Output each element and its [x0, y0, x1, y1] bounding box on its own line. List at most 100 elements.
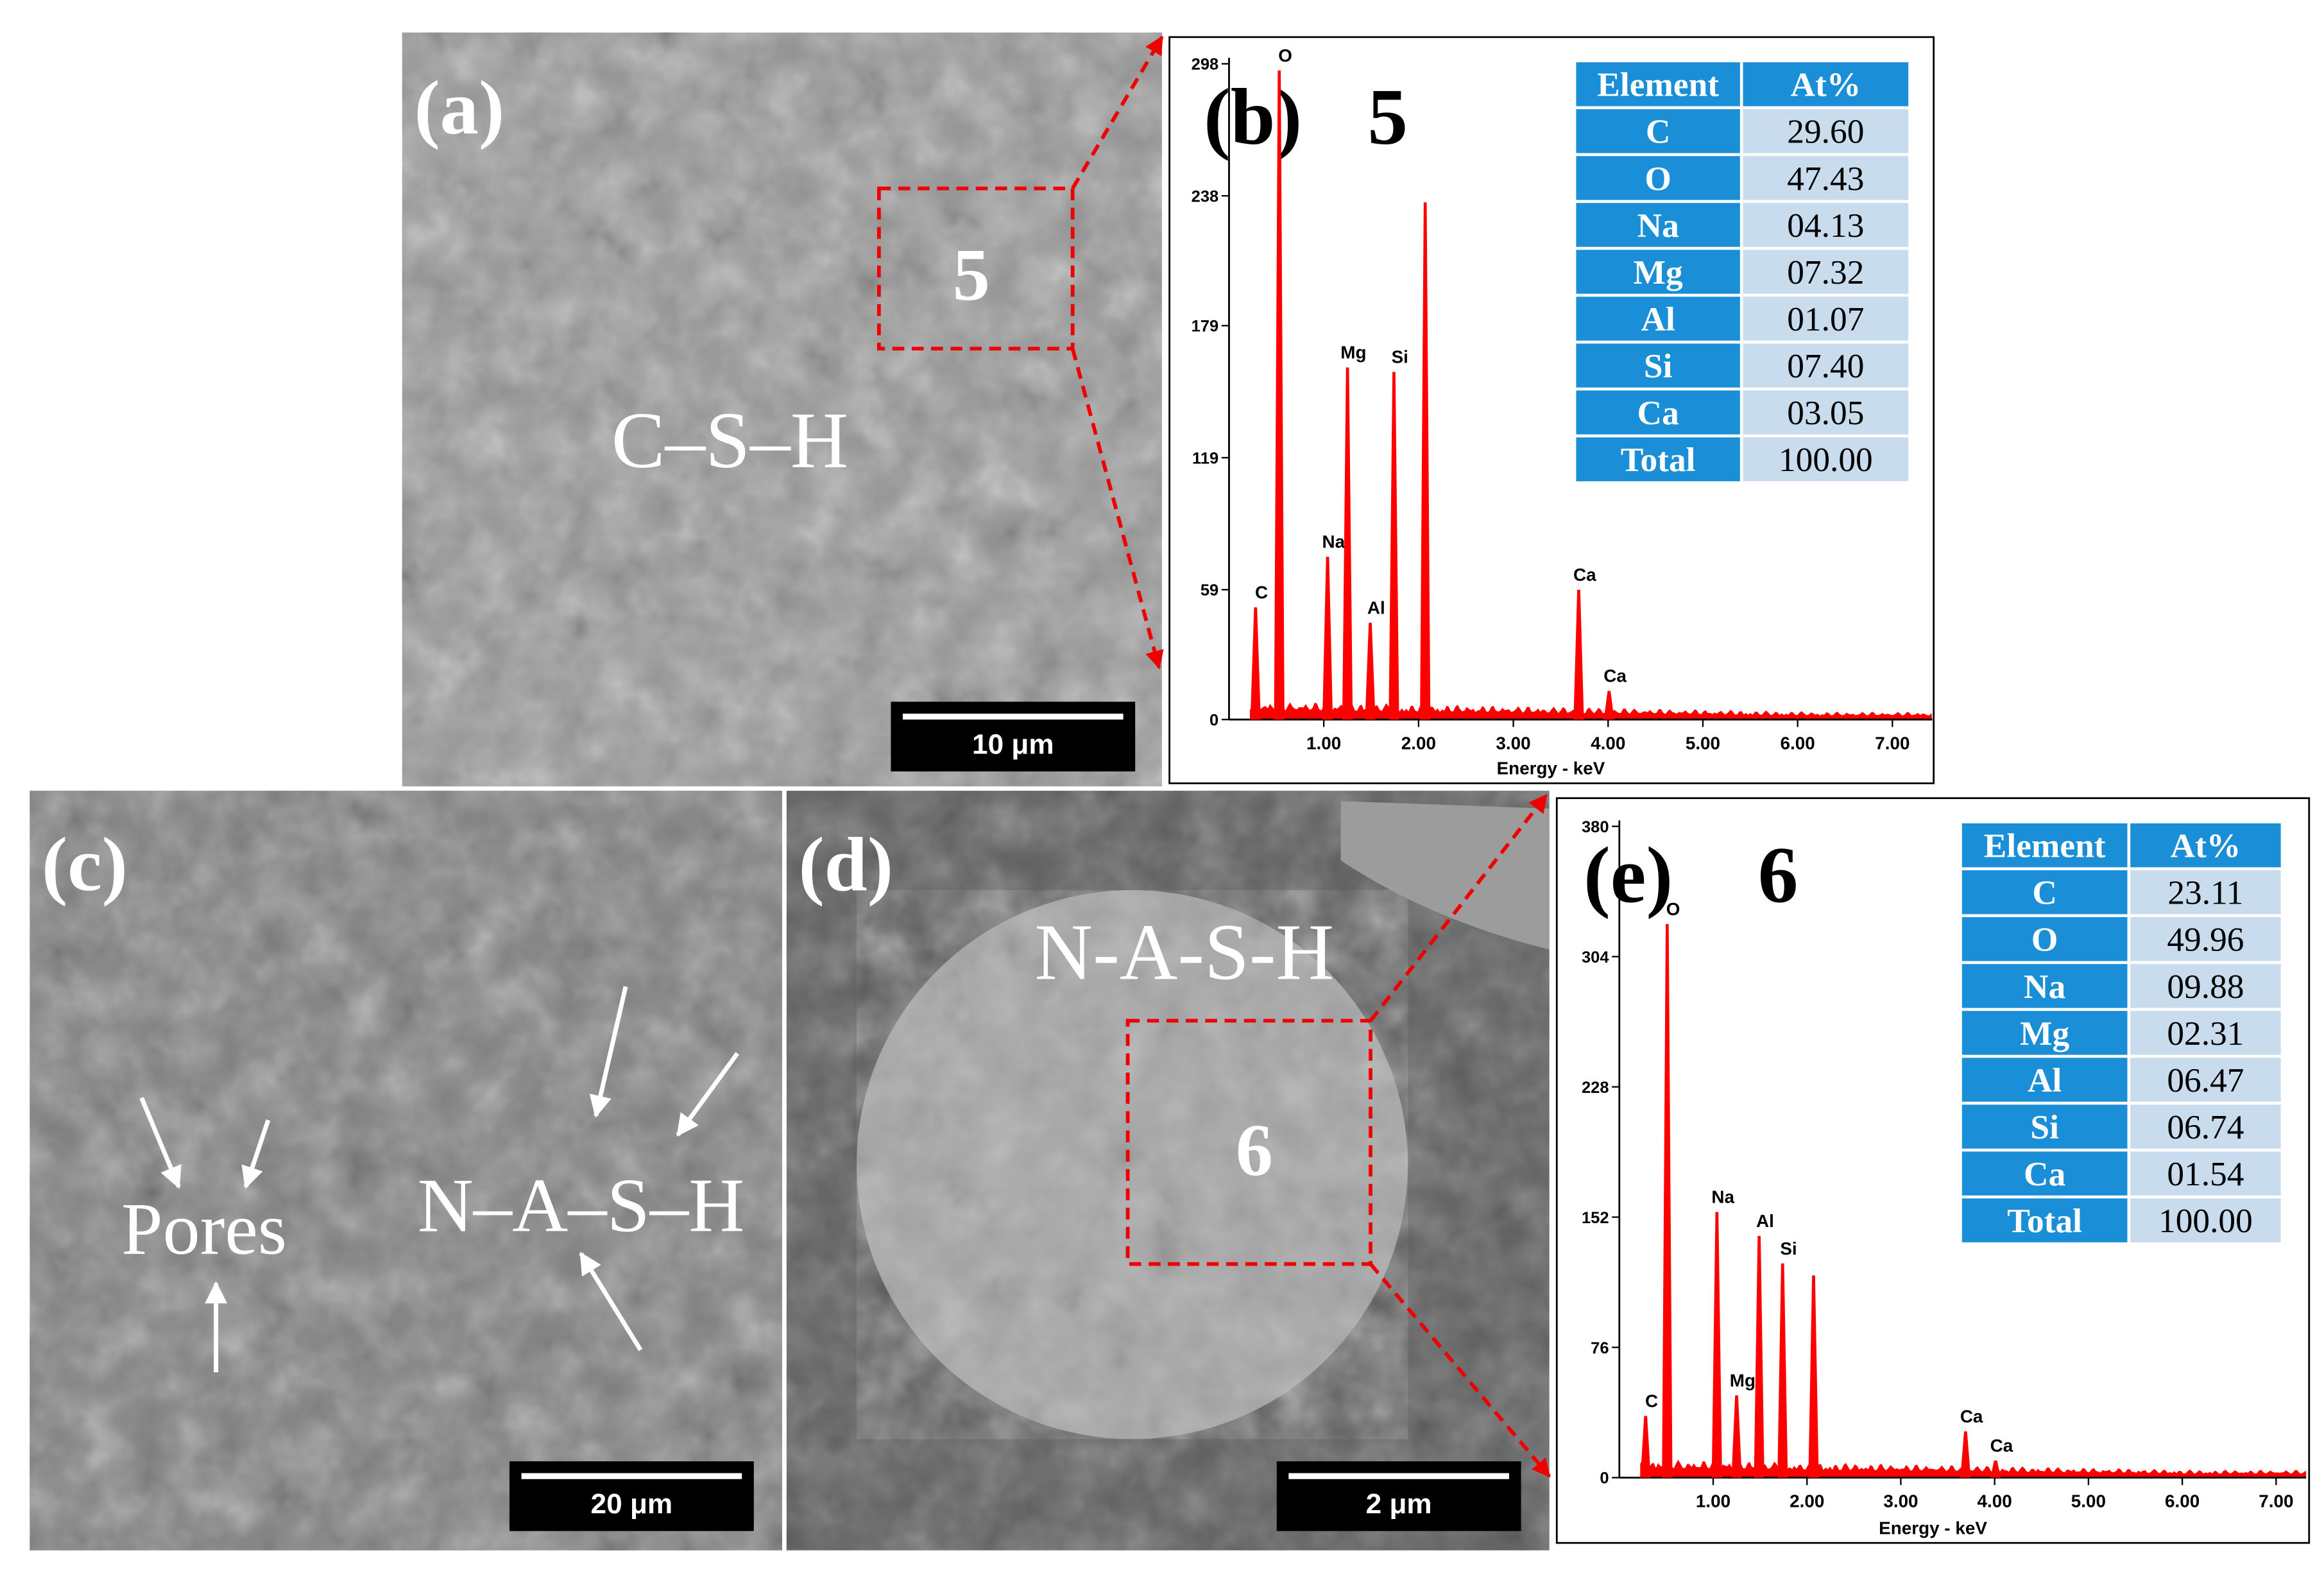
- table-cell: [1743, 109, 1909, 153]
- table-cell: [1961, 1058, 2128, 1102]
- y-tick-label: 304: [1582, 949, 1609, 966]
- composition-table: Element At% C 23.11 O 49.96 Na 09.88 Mg 02.31 Al 06…: [1961, 823, 2281, 1242]
- peak: [1322, 556, 1333, 720]
- table-cell: [2130, 823, 2281, 868]
- table-text: At%: [2171, 827, 2241, 865]
- x-tick-label: 5.00: [2071, 1491, 2106, 1511]
- table-cell: [1961, 964, 2128, 1008]
- table-cell: [1743, 62, 1909, 107]
- panel-label: (b): [1204, 73, 1302, 162]
- x-tick-label: 4.00: [1978, 1491, 2012, 1511]
- table-text: Al: [1641, 300, 1675, 338]
- peak-label: Ca: [1573, 565, 1596, 585]
- table-cell: [1576, 390, 1740, 434]
- y-tick-label: 179: [1192, 318, 1219, 336]
- table-text: Ca: [1637, 394, 1679, 432]
- table-text: Element: [1984, 827, 2106, 865]
- y-tick-label: 59: [1200, 581, 1218, 599]
- y-tick-label: 0: [1209, 711, 1218, 729]
- panel-label: (e): [1584, 832, 1673, 920]
- x-tick-label: 7.00: [2259, 1491, 2293, 1511]
- table-cell: [1961, 1198, 2128, 1242]
- table-text: 29.60: [1787, 113, 1864, 151]
- scale-bar-label: 2 μm: [1366, 1488, 1432, 1520]
- peak: [1754, 1235, 1764, 1478]
- x-axis-label: Energy - keV: [1879, 1518, 1987, 1538]
- table-text: Mg: [1634, 253, 1683, 291]
- x-tick-label: 6.00: [1781, 733, 1815, 753]
- table-cell: [1743, 343, 1909, 388]
- peak: [1388, 372, 1399, 720]
- x-tick-label: 2.00: [1401, 733, 1436, 753]
- peak: [1342, 367, 1353, 720]
- x-tick-label: 5.00: [1686, 733, 1720, 753]
- table-text: Si: [2030, 1108, 2059, 1146]
- table-cell: [1576, 62, 1740, 107]
- y-tick-label: 0: [1600, 1470, 1609, 1488]
- table-text: C: [1646, 113, 1671, 151]
- spectrum: 0 76 152 228 304 380 1.00 2.00 3.00 4.00 5.00 6.00 7…: [1582, 818, 2307, 1538]
- x-tick-label: 1.00: [1306, 733, 1341, 753]
- y-tick-label: 380: [1582, 818, 1609, 836]
- x-tick-label: 3.00: [1883, 1491, 1918, 1511]
- table-cell: [2130, 1151, 2281, 1196]
- pore-arrows: [139, 986, 740, 1373]
- table-cell: [1961, 1104, 2128, 1149]
- sem-image-d: [786, 791, 1550, 1550]
- table-cell: [2130, 870, 2281, 915]
- table-text: Total: [1621, 441, 1696, 479]
- table-cell: [1743, 156, 1909, 200]
- region-label: 6: [1236, 1110, 1273, 1192]
- table-text: 23.11: [2167, 874, 2243, 912]
- table-cell: [1961, 917, 2128, 961]
- peak-label: Al: [1367, 598, 1385, 618]
- peak: [1250, 607, 1261, 720]
- table-text: 02.31: [2167, 1015, 2244, 1052]
- peak-label: Si: [1392, 347, 1408, 367]
- sem-image-c: [30, 791, 782, 1550]
- table-text: 09.88: [2167, 968, 2244, 1006]
- table-cell: [1743, 203, 1909, 247]
- table-text: Si: [1644, 347, 1673, 385]
- table-cell: [1576, 109, 1740, 153]
- table-text: Element: [1597, 66, 1719, 104]
- table-cell: [2130, 1104, 2281, 1149]
- peak: [1603, 691, 1614, 720]
- y-tick-label: 119: [1192, 449, 1218, 467]
- peak-label: Si: [1780, 1239, 1797, 1258]
- table-text: O: [2031, 921, 2058, 959]
- peak-label: Na: [1711, 1187, 1734, 1207]
- table-cell: [1576, 296, 1740, 341]
- table-text: Mg: [2020, 1015, 2069, 1052]
- table-text: 06.47: [2167, 1061, 2244, 1099]
- table-cell: [1576, 437, 1740, 481]
- table-cell: [1576, 156, 1740, 200]
- y-tick-label: 152: [1582, 1209, 1609, 1227]
- region-label: 6: [1758, 832, 1799, 920]
- panel-label: (d): [798, 822, 893, 907]
- peak-label: C: [1645, 1391, 1658, 1411]
- composition-table: Element At% C 29.60 O 47.43 Na 04.13 Mg 07.32 Al 01…: [1576, 62, 1909, 481]
- y-tick-label: 298: [1192, 56, 1219, 74]
- x-tick-label: 2.00: [1790, 1491, 1824, 1511]
- sem-image-a: [402, 32, 1162, 787]
- table-text: 47.43: [1787, 160, 1864, 198]
- table-text: 49.96: [2167, 921, 2244, 959]
- table-text: 01.54: [2167, 1155, 2244, 1193]
- table-text: 04.13: [1787, 207, 1864, 245]
- annotation: Pores: [121, 1189, 287, 1271]
- table-cell: [1743, 390, 1909, 434]
- region-markers: [876, 35, 1551, 1478]
- table-cell: [1576, 203, 1740, 247]
- table-text: Na: [2024, 968, 2065, 1006]
- table-text: At%: [1790, 66, 1861, 104]
- peak-label: Na: [1322, 532, 1346, 552]
- panel-label: (a): [414, 65, 504, 151]
- peak: [1573, 589, 1584, 720]
- x-tick-label: 4.00: [1591, 733, 1625, 753]
- peak-label: Ca: [1990, 1436, 2013, 1455]
- table-text: 100.00: [1779, 441, 1873, 479]
- peak-label: Al: [1756, 1211, 1774, 1231]
